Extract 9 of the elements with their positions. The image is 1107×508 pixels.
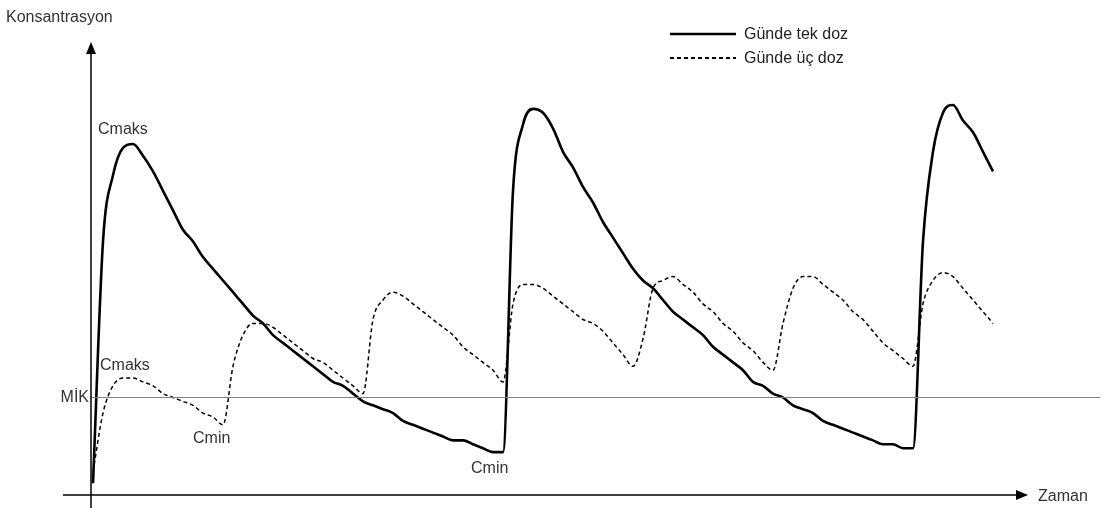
annotation: Cmin [471, 459, 509, 476]
annotation: Cmin [193, 429, 231, 446]
annotation: Cmaks [100, 356, 150, 373]
ref-line-label: MİK [60, 386, 90, 405]
y-axis-title: Konsantrasyon [6, 8, 113, 25]
annotation: Cmaks [98, 120, 148, 137]
legend-label: Günde tek doz [744, 25, 849, 43]
x-axis-title: Zaman [1038, 487, 1088, 504]
legend-label: Günde üç doz [744, 49, 844, 67]
